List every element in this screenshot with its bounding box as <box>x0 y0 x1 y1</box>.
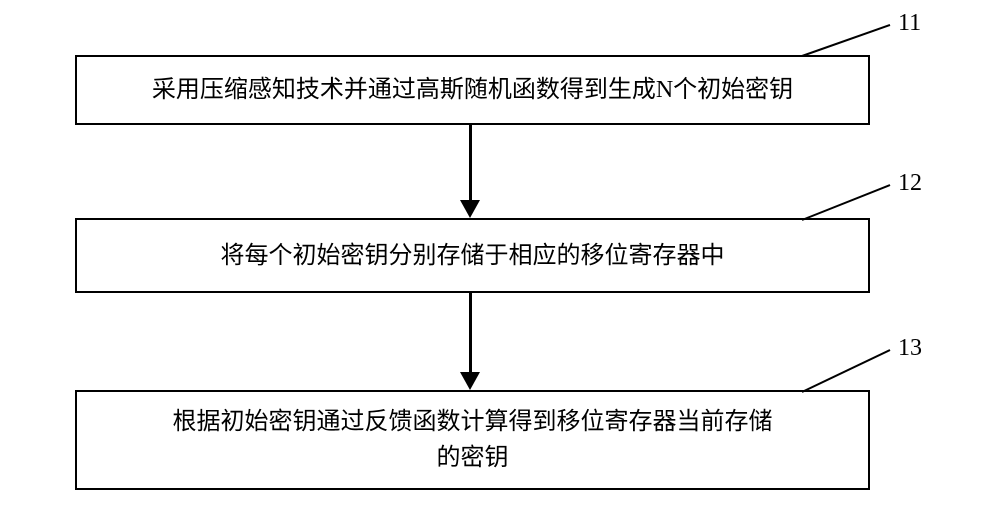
step-label-1: 11 <box>898 10 921 37</box>
flowchart-container: 采用压缩感知技术并通过高斯随机函数得到生成N个初始密钥 11 将每个初始密钥分别… <box>0 0 1000 510</box>
step-box-3: 根据初始密钥通过反馈函数计算得到移位寄存器当前存储 的密钥 <box>75 390 870 490</box>
step-box-2: 将每个初始密钥分别存储于相应的移位寄存器中 <box>75 218 870 293</box>
step-box-1: 采用压缩感知技术并通过高斯随机函数得到生成N个初始密钥 <box>75 55 870 125</box>
step-text-2: 将每个初始密钥分别存储于相应的移位寄存器中 <box>221 238 725 274</box>
step-text-1: 采用压缩感知技术并通过高斯随机函数得到生成N个初始密钥 <box>152 72 793 108</box>
step-label-3: 13 <box>898 335 922 362</box>
step-text-3: 根据初始密钥通过反馈函数计算得到移位寄存器当前存储 的密钥 <box>173 404 773 476</box>
step-label-2: 12 <box>898 170 922 197</box>
